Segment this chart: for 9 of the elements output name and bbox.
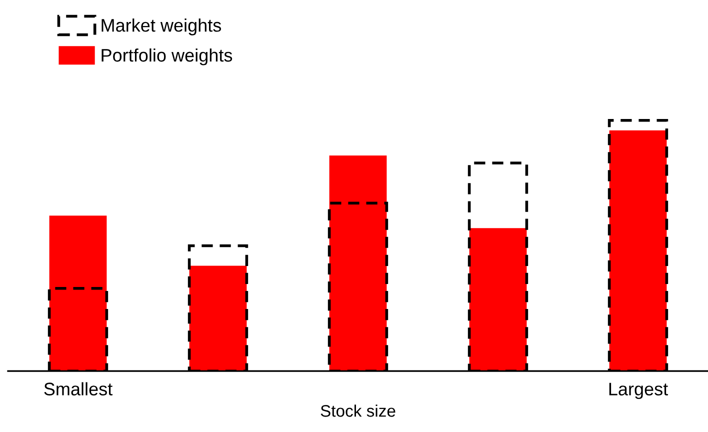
legend-label: Portfolio weights [102, 48, 232, 66]
bar [329, 155, 387, 372]
bar [49, 216, 107, 372]
bar [469, 228, 527, 372]
legend-label: Market weights [102, 18, 222, 36]
bar [189, 266, 247, 372]
x-axis-title: Stock size [320, 404, 396, 417]
x-tick-label: Smallest [44, 382, 112, 396]
x-tick-label: Largest [609, 382, 668, 400]
